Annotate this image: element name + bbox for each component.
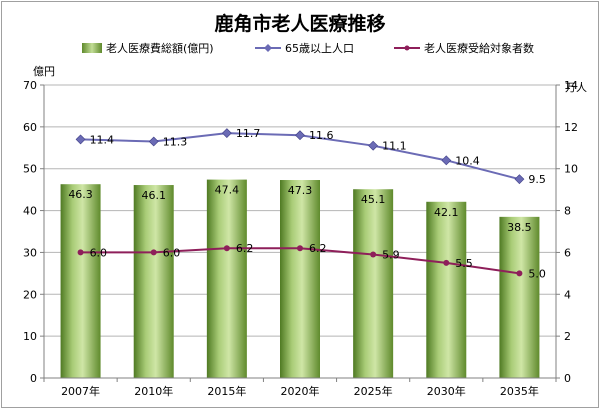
population-point bbox=[148, 136, 159, 147]
y-left-unit: 億円 bbox=[33, 65, 55, 78]
y-right-tick-label: 12 bbox=[564, 121, 578, 134]
population-value-label: 11.1 bbox=[382, 140, 407, 153]
y-right-tick-label: 2 bbox=[564, 330, 571, 343]
chart-title: 鹿角市老人医療推移 bbox=[214, 12, 385, 35]
bar bbox=[426, 201, 467, 378]
population-point bbox=[75, 134, 86, 145]
recipients-value-label: 6.2 bbox=[309, 242, 327, 255]
data-labels: 46.3 46.1 47.4 47.3 45.1 42.1 38.5 11.4 11.3 11.7… bbox=[68, 127, 546, 280]
recipients-point bbox=[516, 270, 523, 277]
recipients-point bbox=[77, 249, 84, 256]
x-tick-label: 2025年 bbox=[354, 384, 393, 398]
line-series bbox=[75, 128, 525, 277]
bar-value-label: 45.1 bbox=[361, 193, 386, 206]
y-right-tick-label: 0 bbox=[564, 372, 571, 385]
population-point bbox=[368, 140, 379, 151]
legend-label-bar: 老人医療費総額(億円) bbox=[106, 41, 214, 55]
bar-value-label: 47.3 bbox=[288, 184, 313, 197]
bar bbox=[280, 180, 320, 378]
bar bbox=[499, 216, 540, 378]
legend-label-population: 65歳以上人口 bbox=[285, 42, 354, 55]
y-left-tick-label: 40 bbox=[23, 205, 37, 218]
y-left-tick-label: 50 bbox=[23, 163, 37, 176]
y-left-tick-label: 70 bbox=[23, 79, 37, 92]
population-value-label: 11.7 bbox=[236, 127, 261, 140]
x-tick-label: 2010年 bbox=[134, 384, 173, 398]
recipients-point bbox=[150, 249, 157, 256]
y-right-tick-label: 4 bbox=[564, 288, 571, 301]
bar bbox=[206, 179, 247, 378]
legend-marker-population bbox=[264, 44, 272, 52]
x-tick-label: 2007年 bbox=[61, 384, 100, 398]
legend-swatch-bar bbox=[82, 43, 102, 53]
recipients-value-label: 6.0 bbox=[90, 246, 108, 259]
population-point bbox=[514, 174, 525, 185]
population-value-label: 9.5 bbox=[528, 173, 546, 186]
x-tick-label: 2020年 bbox=[281, 384, 320, 398]
recipients-point bbox=[443, 259, 450, 266]
recipients-value-label: 5.0 bbox=[528, 267, 546, 280]
recipients-point bbox=[297, 245, 303, 252]
recipients-value-label: 6.2 bbox=[236, 242, 254, 255]
population-value-label: 10.4 bbox=[455, 154, 480, 167]
population-value-label: 11.4 bbox=[90, 133, 115, 146]
bar bbox=[353, 189, 394, 378]
bar-value-label: 46.3 bbox=[68, 188, 93, 201]
y-left-tick-label: 10 bbox=[23, 330, 37, 343]
y-left-tick-label: 60 bbox=[23, 121, 37, 134]
legend: 老人医療費総額(億円) 65歳以上人口 老人医療受給対象者数 bbox=[82, 41, 534, 55]
bar-value-label: 42.1 bbox=[434, 206, 459, 219]
recipients-value-label: 5.5 bbox=[455, 257, 473, 270]
y-left-tick-label: 0 bbox=[30, 372, 37, 385]
recipients-value-label: 6.0 bbox=[163, 246, 181, 259]
x-tick-label: 2030年 bbox=[427, 384, 466, 398]
x-tick-label: 2015年 bbox=[207, 384, 246, 398]
recipients-point bbox=[223, 245, 230, 252]
legend-marker-recipients bbox=[404, 45, 410, 51]
y-left-tick-label: 30 bbox=[23, 246, 37, 259]
axes: 0 10 20 30 40 50 60 70 0 2 4 6 8 10 12 14 2007年 2010年 2015… bbox=[23, 79, 578, 398]
population-point bbox=[441, 155, 452, 166]
bar-value-label: 38.5 bbox=[507, 221, 532, 234]
recipients-value-label: 5.9 bbox=[382, 249, 400, 262]
y-right-tick-label: 6 bbox=[564, 246, 571, 259]
population-point bbox=[221, 128, 232, 139]
bar bbox=[60, 184, 101, 378]
y-right-tick-label: 14 bbox=[564, 79, 578, 92]
population-value-label: 11.6 bbox=[309, 129, 334, 142]
legend-label-recipients: 老人医療受給対象者数 bbox=[424, 41, 534, 55]
y-right-tick-label: 10 bbox=[564, 163, 578, 176]
recipients-point bbox=[370, 251, 377, 258]
y-right-unit: 万人 bbox=[565, 81, 587, 94]
bar-value-label: 46.1 bbox=[141, 189, 166, 202]
population-value-label: 11.3 bbox=[163, 136, 188, 149]
x-tick-label: 2035年 bbox=[500, 384, 539, 398]
bar bbox=[133, 185, 174, 378]
bar-series bbox=[60, 179, 540, 378]
population-point bbox=[295, 130, 305, 141]
y-left-tick-label: 20 bbox=[23, 288, 37, 301]
bar-value-label: 47.4 bbox=[215, 184, 240, 197]
y-right-tick-label: 8 bbox=[564, 205, 571, 218]
